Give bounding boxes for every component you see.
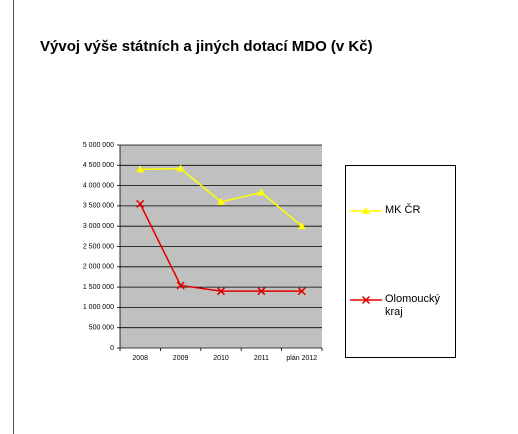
y-tick-label: 1 000 000 [83, 304, 114, 311]
y-tick-label: 500 000 [89, 325, 114, 332]
legend-marker [362, 207, 370, 214]
chart-title: Vývoj výše státních a jiných dotací MDO … [40, 38, 373, 55]
legend-box [345, 165, 456, 358]
legend-label: MK ČR [385, 204, 421, 216]
legend-marker [361, 295, 371, 305]
point-marker [176, 164, 185, 172]
x-tick-label: plán 2012 [286, 355, 317, 362]
y-tick-label: 4 000 000 [83, 182, 114, 189]
x-tick-label: 2008 [132, 355, 148, 362]
point-marker [257, 287, 266, 296]
y-tick-label: 3 500 000 [83, 203, 114, 210]
y-tick-label: 2 000 000 [83, 264, 114, 271]
x-tick-label: 2009 [173, 355, 189, 362]
x-tick-label: 2010 [213, 355, 229, 362]
point-marker [257, 188, 266, 196]
y-tick-label: 0 [110, 345, 114, 352]
y-tick-label: 2 500 000 [83, 243, 114, 250]
point-marker [217, 197, 225, 205]
x-tick-label: 2011 [254, 355, 269, 362]
y-tick-label: 4 500 000 [83, 162, 114, 169]
point-marker [297, 222, 306, 230]
legend-label: Olomoucký kraj [385, 293, 441, 318]
y-tick-label: 5 000 000 [83, 142, 114, 149]
y-tick-label: 3 000 000 [83, 223, 114, 230]
point-marker [136, 165, 145, 173]
point-marker [297, 287, 306, 296]
point-marker [216, 287, 226, 296]
y-tick-label: 1 500 000 [83, 284, 114, 291]
point-marker [176, 281, 185, 290]
point-marker [136, 199, 145, 208]
